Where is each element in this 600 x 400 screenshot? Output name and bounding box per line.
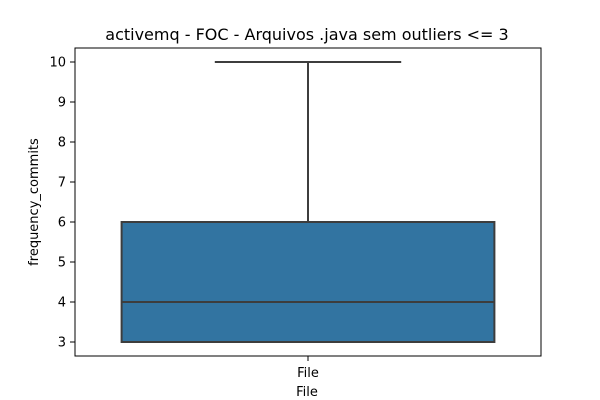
y-tick-label: 8 — [58, 136, 66, 151]
chart-title: activemq - FOC - Arquivos .java sem outl… — [105, 25, 508, 44]
y-tick-label: 4 — [58, 296, 66, 311]
y-tick-label: 6 — [58, 216, 66, 231]
x-tick-label: File — [297, 366, 319, 381]
y-tick-label: 7 — [58, 176, 66, 191]
box-iqr — [120, 221, 496, 343]
plot-area — [74, 47, 542, 357]
y-axis-label: frequency_commits — [27, 138, 42, 266]
y-tick-label: 5 — [58, 256, 66, 271]
x-axis-ticks: File — [297, 356, 319, 381]
y-tick-label: 10 — [49, 56, 66, 71]
y-tick-label: 9 — [58, 96, 66, 111]
y-axis-ticks: 3 4 5 6 7 8 9 10 — [49, 56, 75, 351]
x-axis-label: File — [296, 385, 318, 400]
y-tick-label: 3 — [58, 336, 66, 351]
